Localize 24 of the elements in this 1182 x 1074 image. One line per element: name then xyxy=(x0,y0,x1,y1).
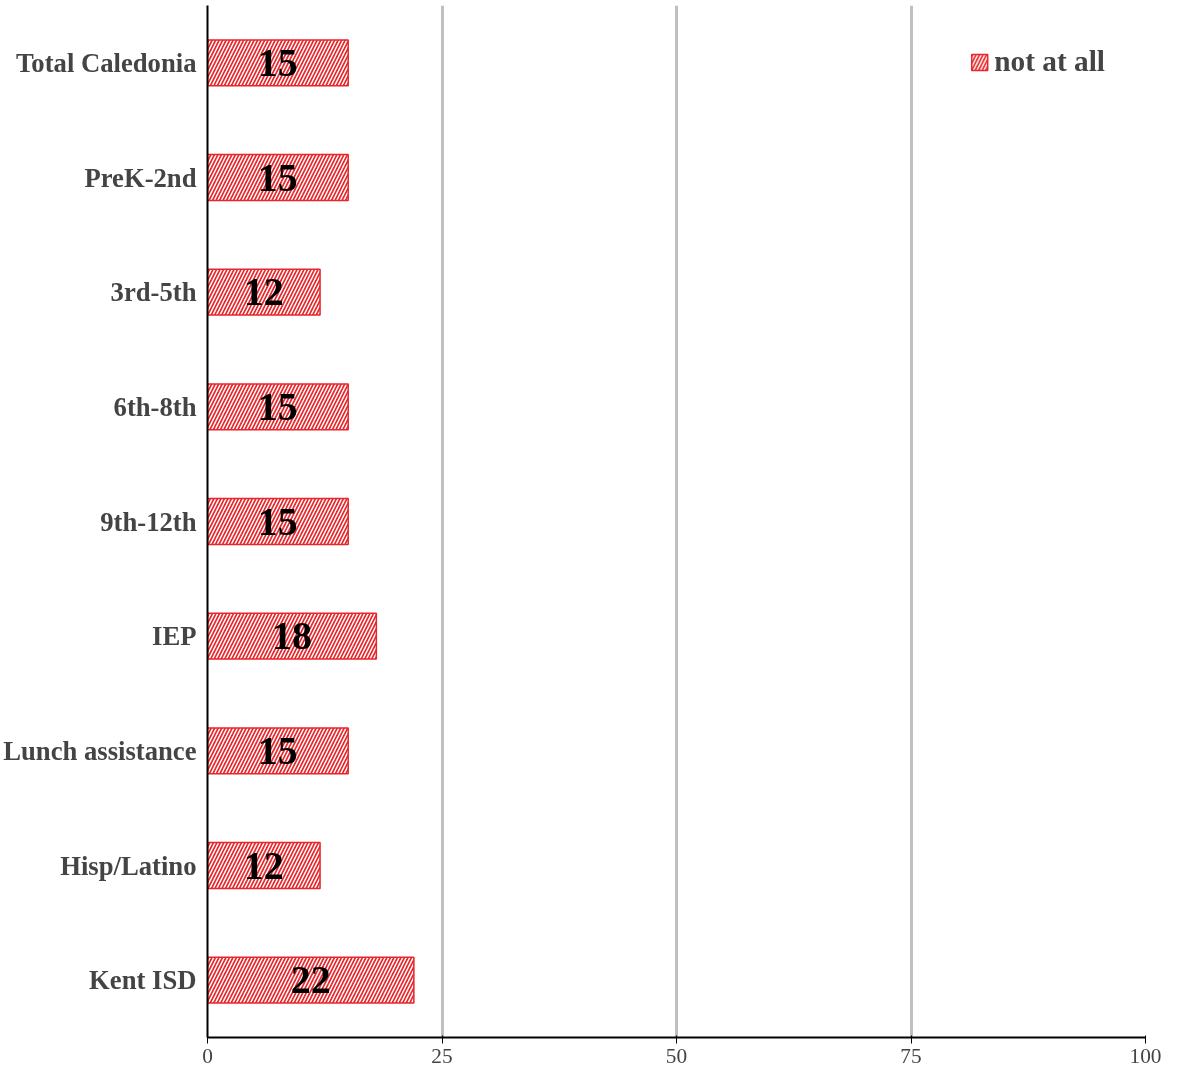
x-tick-label: 50 xyxy=(665,1043,688,1068)
y-tick-label: Total Caledonia xyxy=(16,47,197,78)
x-tick-label: 75 xyxy=(900,1043,922,1068)
x-tick-label: 100 xyxy=(1129,1043,1162,1068)
y-tick-label: Kent ISD xyxy=(89,965,197,996)
x-tick-label: 0 xyxy=(202,1043,213,1068)
data-label: 12 xyxy=(243,269,284,315)
y-tick-label: 9th-12th xyxy=(100,506,197,537)
y-tick-label: Lunch assistance xyxy=(3,735,197,766)
y-tick-label: PreK-2nd xyxy=(84,162,197,193)
data-label: 12 xyxy=(243,842,284,888)
y-tick-label: 6th-8th xyxy=(113,391,197,422)
data-label: 15 xyxy=(257,498,298,544)
data-label: 15 xyxy=(257,154,298,200)
data-label: 15 xyxy=(257,39,298,85)
y-tick-label: 3rd-5th xyxy=(110,277,197,308)
x-tick-label: 25 xyxy=(431,1043,453,1068)
data-label: 22 xyxy=(290,957,331,1003)
legend-label: not at all xyxy=(994,45,1105,78)
y-tick-label: IEP xyxy=(152,621,197,652)
data-label: 15 xyxy=(257,727,298,773)
data-label: 15 xyxy=(257,383,298,429)
y-tick-label: Hisp/Latino xyxy=(60,850,197,881)
data-label: 18 xyxy=(271,613,312,659)
